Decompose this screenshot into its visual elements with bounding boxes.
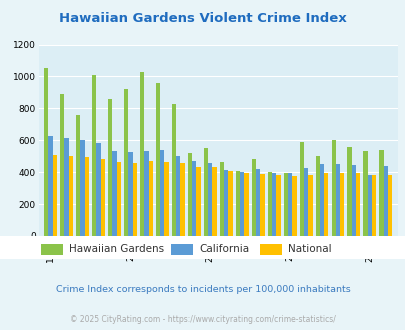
- Bar: [53, 154, 57, 236]
- Bar: [260, 174, 264, 236]
- Bar: [176, 156, 180, 236]
- Bar: [124, 89, 128, 236]
- Text: Crime Index corresponds to incidents per 100,000 inhabitants: Crime Index corresponds to incidents per…: [55, 285, 350, 294]
- Text: Hawaiian Gardens: Hawaiian Gardens: [69, 245, 164, 254]
- Bar: [128, 152, 132, 236]
- Bar: [192, 161, 196, 236]
- Bar: [224, 170, 228, 236]
- Bar: [148, 161, 152, 236]
- Bar: [64, 138, 68, 236]
- Bar: [112, 151, 116, 236]
- Bar: [144, 151, 148, 236]
- Bar: [92, 75, 96, 236]
- Bar: [228, 171, 232, 236]
- Bar: [292, 176, 296, 236]
- Bar: [188, 153, 192, 236]
- Bar: [251, 159, 256, 236]
- Bar: [96, 144, 100, 236]
- Bar: [116, 162, 121, 236]
- Bar: [203, 148, 208, 236]
- Bar: [160, 150, 164, 236]
- Bar: [319, 164, 323, 236]
- Bar: [239, 172, 244, 236]
- Bar: [315, 156, 319, 236]
- Bar: [371, 175, 375, 236]
- Bar: [171, 104, 176, 236]
- Bar: [180, 163, 184, 236]
- Bar: [60, 94, 64, 236]
- Bar: [323, 173, 328, 236]
- Bar: [235, 171, 239, 236]
- Bar: [80, 140, 84, 236]
- Text: California: California: [198, 245, 248, 254]
- Bar: [267, 172, 271, 236]
- Bar: [219, 162, 224, 236]
- Bar: [84, 157, 89, 236]
- Bar: [303, 168, 307, 236]
- Bar: [379, 150, 383, 236]
- Text: National: National: [288, 245, 331, 254]
- Bar: [100, 159, 104, 236]
- Bar: [140, 72, 144, 236]
- Bar: [339, 173, 343, 236]
- Bar: [275, 175, 280, 236]
- Bar: [287, 173, 292, 236]
- Bar: [283, 173, 287, 236]
- Bar: [208, 163, 212, 236]
- Bar: [383, 166, 387, 236]
- Bar: [68, 156, 73, 236]
- Bar: [362, 150, 367, 236]
- Bar: [335, 164, 339, 236]
- Bar: [271, 173, 275, 236]
- Text: © 2025 CityRating.com - https://www.cityrating.com/crime-statistics/: © 2025 CityRating.com - https://www.city…: [70, 315, 335, 324]
- Bar: [156, 83, 160, 236]
- Bar: [164, 162, 168, 236]
- Bar: [244, 173, 248, 236]
- Bar: [355, 173, 360, 236]
- Bar: [256, 169, 260, 236]
- Bar: [108, 99, 112, 236]
- Bar: [307, 175, 312, 236]
- Bar: [44, 69, 48, 236]
- Text: Hawaiian Gardens Violent Crime Index: Hawaiian Gardens Violent Crime Index: [59, 12, 346, 24]
- Bar: [299, 142, 303, 236]
- Bar: [331, 140, 335, 236]
- Bar: [132, 163, 136, 236]
- Bar: [212, 167, 216, 236]
- Bar: [367, 175, 371, 236]
- Bar: [196, 167, 200, 236]
- Bar: [351, 165, 355, 236]
- Bar: [48, 136, 53, 236]
- Bar: [76, 115, 80, 236]
- Bar: [387, 175, 391, 236]
- Bar: [347, 147, 351, 236]
